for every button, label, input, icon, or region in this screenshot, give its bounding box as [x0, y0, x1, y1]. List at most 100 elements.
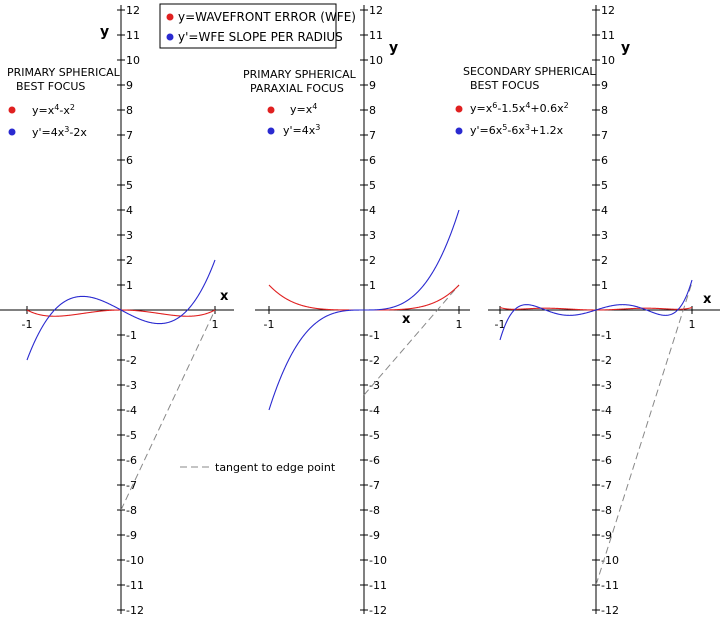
- panel-title-line-1: PRIMARY SPHERICAL: [7, 66, 121, 79]
- panel-title-line-1: SECONDARY SPHERICAL: [463, 65, 596, 78]
- y-tick-label: -5: [126, 429, 137, 442]
- y-axis-label: y: [389, 40, 398, 56]
- y-tick-label: -4: [126, 404, 137, 417]
- legend-box: [159, 3, 337, 49]
- y-tick-label: -4: [601, 404, 612, 417]
- y-tick-label: 3: [369, 229, 376, 242]
- series-label-wfe: y=x4-x2: [32, 103, 75, 117]
- y-tick-label: 6: [126, 154, 133, 167]
- y-tick-label: -2: [601, 354, 612, 367]
- y-tick-label: -3: [126, 379, 137, 392]
- slope-curve: [26, 259, 216, 361]
- series-label-slope: y'=4x3: [283, 123, 320, 137]
- tangent-line: [595, 282, 693, 586]
- y-tick-label: 9: [126, 79, 133, 92]
- y-tick-label: -12: [369, 604, 387, 617]
- y-tick-label: 3: [601, 229, 608, 242]
- y-tick-label: 7: [126, 129, 133, 142]
- y-tick-label: 9: [601, 79, 608, 92]
- y-tick-label: -1: [601, 329, 612, 342]
- tangent-line: [120, 309, 216, 511]
- y-tick-label: 2: [369, 254, 376, 267]
- panel-title-line-2: BEST FOCUS: [470, 79, 539, 92]
- series-label-wfe: y=x6-1.5x4+0.6x2: [470, 101, 569, 115]
- y-tick-label: 10: [126, 54, 140, 67]
- slope-curve: [268, 209, 460, 411]
- y-tick-label: -8: [601, 504, 612, 517]
- y-tick-label: -7: [126, 479, 137, 492]
- panel-title-line-2: BEST FOCUS: [16, 80, 85, 93]
- legend-marker-wfe: [166, 13, 174, 21]
- y-tick-label: 4: [369, 204, 376, 217]
- tangent-note: tangent to edge point: [180, 461, 336, 474]
- y-tick-label: -9: [126, 529, 137, 542]
- series-marker-slope: [455, 127, 463, 135]
- series-marker-slope: [8, 128, 16, 136]
- x-ticks: -1 1: [264, 306, 463, 331]
- series-marker-wfe: [267, 106, 275, 114]
- series-label-slope: y'=6x5-6x3+1.2x: [470, 123, 564, 137]
- panel-primary-best-focus: -12-11-10-9-8-7-6-5-4-3-2-11234567891011…: [0, 4, 234, 617]
- y-tick-label: 8: [126, 104, 133, 117]
- y-tick-label: 8: [369, 104, 376, 117]
- y-tick-label: 1: [369, 279, 376, 292]
- series-label-slope: y'=4x3-2x: [32, 125, 87, 139]
- panel-secondary-best-focus: -12-11-10-9-8-7-6-5-4-3-2-11234567891011…: [455, 4, 720, 617]
- y-tick-label: 10: [369, 54, 383, 67]
- x-tick-label: -1: [264, 318, 275, 331]
- x-tick-label: -1: [495, 318, 506, 331]
- y-tick-label: -3: [601, 379, 612, 392]
- y-tick-label: 11: [126, 29, 140, 42]
- y-tick-label: 2: [126, 254, 133, 267]
- y-tick-label: 5: [601, 179, 608, 192]
- y-tick-label: 1: [126, 279, 133, 292]
- y-tick-label: -10: [601, 554, 619, 567]
- y-axis-label: y: [100, 24, 109, 40]
- y-tick-label: 3: [126, 229, 133, 242]
- series-marker-slope: [267, 127, 275, 135]
- legend-marker-slope: [166, 33, 174, 41]
- y-tick-label: 4: [126, 204, 133, 217]
- y-tick-label: -7: [601, 479, 612, 492]
- y-tick-label: -10: [126, 554, 144, 567]
- x-ticks: -1 1: [495, 306, 696, 331]
- series-marker-wfe: [455, 105, 463, 113]
- y-tick-label: -6: [369, 454, 380, 467]
- y-tick-label: -1: [126, 329, 137, 342]
- legend-label-slope: y'=WFE SLOPE PER RADIUS: [178, 30, 343, 44]
- legend-label-wfe: y=WAVEFRONT ERROR (WFE): [178, 10, 356, 24]
- y-tick-label: 11: [369, 29, 383, 42]
- series-label-wfe: y=x4: [290, 102, 317, 116]
- panel-title-line-2: PARAXIAL FOCUS: [250, 82, 344, 95]
- y-ticks: -12-11-10-9-8-7-6-5-4-3-2-11234567891011…: [360, 4, 387, 617]
- y-tick-label: 5: [369, 179, 376, 192]
- y-tick-label: -1: [369, 329, 380, 342]
- y-tick-label: -6: [126, 454, 137, 467]
- y-tick-label: 7: [601, 129, 608, 142]
- y-tick-label: -11: [601, 579, 619, 592]
- y-tick-label: -3: [369, 379, 380, 392]
- y-tick-label: -12: [601, 604, 619, 617]
- y-tick-label: 1: [601, 279, 608, 292]
- y-tick-label: -8: [126, 504, 137, 517]
- y-tick-label: -9: [601, 529, 612, 542]
- x-axis-label: x: [220, 289, 229, 304]
- y-tick-label: -9: [369, 529, 380, 542]
- y-tick-label: 7: [369, 129, 376, 142]
- y-ticks: -12-11-10-9-8-7-6-5-4-3-2-11234567891011…: [117, 4, 144, 617]
- y-tick-label: -2: [369, 354, 380, 367]
- y-tick-label: -11: [126, 579, 144, 592]
- tangent-line: [363, 284, 460, 396]
- panel-primary-paraxial-focus: -12-11-10-9-8-7-6-5-4-3-2-11234567891011…: [243, 4, 470, 617]
- x-tick-label: 1: [689, 318, 696, 331]
- y-tick-label: 12: [126, 4, 140, 17]
- y-tick-label: 6: [369, 154, 376, 167]
- y-tick-label: -10: [369, 554, 387, 567]
- tangent-note-label: tangent to edge point: [215, 461, 336, 474]
- y-tick-label: 12: [601, 4, 615, 17]
- x-tick-label: -1: [22, 318, 33, 331]
- y-tick-label: 8: [601, 104, 608, 117]
- x-tick-label: 1: [212, 318, 219, 331]
- y-tick-label: 12: [369, 4, 383, 17]
